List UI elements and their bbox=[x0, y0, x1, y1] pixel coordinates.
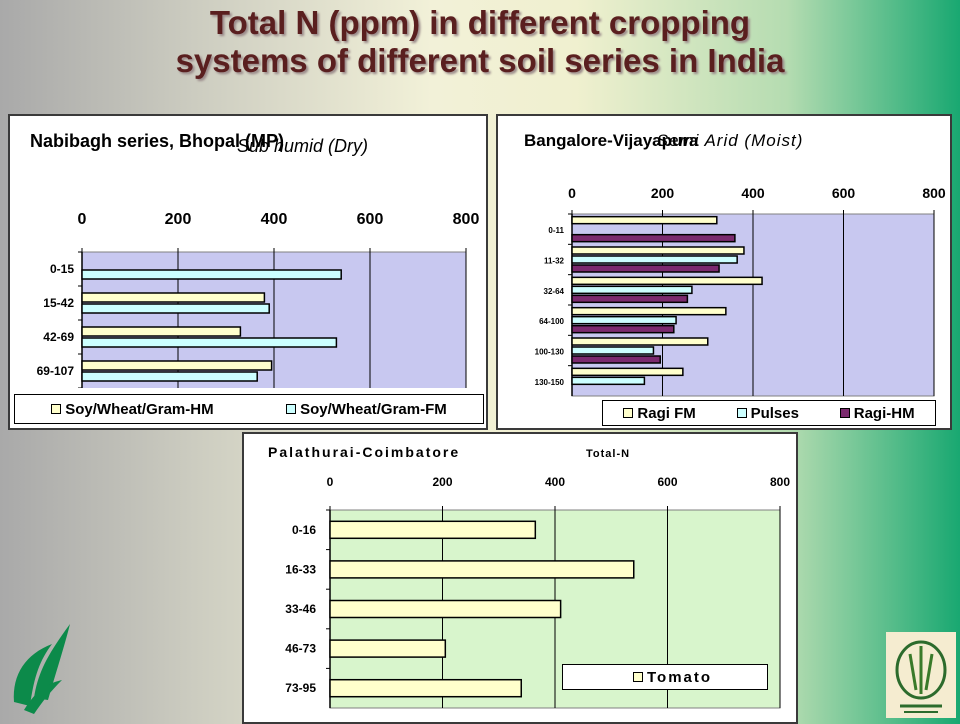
legend-label: Soy/Wheat/Gram-HM bbox=[65, 400, 214, 418]
bar bbox=[571, 346, 655, 355]
x-tick-label: 800 bbox=[453, 211, 480, 228]
x-tick-label: 0 bbox=[78, 211, 87, 228]
bar bbox=[81, 326, 242, 337]
bar bbox=[571, 306, 727, 316]
x-tick-label: 0 bbox=[568, 185, 576, 201]
y-tick-label: 0-11 bbox=[548, 226, 564, 235]
legend-item: Tomato bbox=[633, 669, 712, 686]
bar bbox=[571, 376, 646, 386]
bar bbox=[329, 560, 635, 579]
x-tick-label: 600 bbox=[357, 211, 384, 228]
bar bbox=[571, 294, 689, 304]
chart-svg: 0-11 11-32 32-64 64-100 100-130 130-150 0 200 40… bbox=[535, 185, 946, 397]
y-tick-label: 64-100 bbox=[539, 317, 564, 326]
x-tick-label: 400 bbox=[741, 185, 765, 201]
legend-item: Pulses bbox=[736, 404, 799, 422]
chart-title: Palathurai-Coimbatore bbox=[268, 444, 461, 460]
bar bbox=[81, 371, 258, 382]
wheat-logo-icon bbox=[13, 624, 70, 714]
bar bbox=[571, 215, 718, 225]
chart-legend: Soy/Wheat/Gram-HM Soy/Wheat/Gram-FM bbox=[14, 394, 484, 424]
chart-svg: 0-15 15-42 42-69 69-107 0 200 400 600 800 bbox=[37, 211, 480, 388]
legend-label: Tomato bbox=[647, 668, 713, 686]
y-tick-label: 33-46 bbox=[285, 602, 316, 616]
chart-panel-bhopal: Nabibagh series, Bhopal (MP) Sub humid (… bbox=[8, 114, 488, 430]
bar bbox=[81, 303, 270, 314]
bar bbox=[571, 367, 684, 377]
y-tick-label: 15-42 bbox=[43, 296, 74, 310]
bar bbox=[571, 264, 720, 273]
x-tick-label: 400 bbox=[545, 475, 565, 489]
legend-swatch bbox=[51, 404, 62, 414]
legend-swatch bbox=[736, 408, 747, 418]
chart-subtitle: Total-N bbox=[586, 448, 631, 460]
bar bbox=[329, 520, 537, 540]
x-tick-label: 0 bbox=[327, 475, 334, 489]
bar bbox=[571, 337, 709, 346]
x-tick-label: 400 bbox=[261, 211, 288, 228]
bar bbox=[571, 324, 675, 334]
y-tick-label: 100-130 bbox=[535, 348, 565, 357]
y-tick-label: 16-33 bbox=[285, 562, 316, 576]
y-tick-label: 42-69 bbox=[43, 330, 74, 344]
y-tick-label: 32-64 bbox=[544, 287, 565, 296]
legend-label: Pulses bbox=[750, 404, 799, 422]
legend-label: Soy/Wheat/Gram-FM bbox=[300, 400, 447, 418]
chart-subtitle: Semi Arid (Moist) bbox=[656, 131, 804, 150]
legend-swatch bbox=[633, 672, 643, 682]
bar bbox=[329, 639, 447, 658]
bar bbox=[571, 255, 738, 264]
legend-swatch bbox=[839, 408, 850, 418]
bar bbox=[571, 355, 661, 364]
plot-group: 0-11 11-32 32-64 64-100 100-130 130-150 bbox=[535, 213, 935, 397]
legend-item: Ragi FM bbox=[623, 404, 696, 422]
bar bbox=[81, 337, 338, 348]
x-tick-label: 600 bbox=[832, 185, 856, 201]
bar bbox=[571, 285, 693, 295]
legend-item: Soy/Wheat/Gram-HM bbox=[51, 400, 214, 418]
y-tick-label: 0-15 bbox=[50, 262, 74, 276]
slide-title: Total N (ppm) in different cropping syst… bbox=[0, 4, 960, 80]
y-tick-label: 46-73 bbox=[285, 642, 316, 656]
bar bbox=[571, 233, 736, 243]
legend-swatch bbox=[623, 408, 634, 418]
legend-label: Ragi-HM bbox=[853, 404, 915, 422]
legend-swatch bbox=[286, 404, 297, 414]
y-tick-label: 11-32 bbox=[544, 257, 565, 266]
x-tick-label: 200 bbox=[432, 475, 452, 489]
x-tick-label: 200 bbox=[651, 185, 675, 201]
x-tick-label: 800 bbox=[770, 475, 790, 489]
chart-legend: Ragi FM Pulses Ragi-HM bbox=[602, 400, 936, 426]
legend-label: Ragi FM bbox=[637, 404, 696, 422]
chart-subtitle: Sub humid (Dry) bbox=[236, 136, 368, 156]
x-tick-label: 600 bbox=[657, 475, 677, 489]
bar bbox=[571, 276, 763, 286]
bar bbox=[571, 246, 745, 255]
x-tick-label: 200 bbox=[165, 211, 192, 228]
slide-title-line2: systems of different soil series in Indi… bbox=[175, 42, 785, 79]
legend-item: Ragi-HM bbox=[839, 404, 915, 422]
chart-svg: 0-16 16-33 33-46 46-73 73-95 0 200 400 600 800 bbox=[285, 475, 790, 709]
bar bbox=[81, 269, 342, 280]
chart-panel-bangalore: Bangalore-Vijayapura Semi Arid (Moist) 0… bbox=[496, 114, 952, 430]
icar-logo-icon bbox=[886, 632, 956, 718]
slide-title-line1: Total N (ppm) in different cropping bbox=[209, 4, 751, 41]
x-tick-label: 800 bbox=[922, 185, 946, 201]
bar bbox=[571, 315, 677, 325]
plot-group: 0-16 16-33 33-46 46-73 73-95 bbox=[285, 509, 781, 709]
chart-legend: Tomato bbox=[562, 664, 768, 690]
y-tick-label: 0-16 bbox=[292, 523, 316, 537]
bar bbox=[81, 360, 273, 371]
chart-title: Nabibagh series, Bhopal (MP) bbox=[30, 131, 285, 151]
y-tick-label: 130-150 bbox=[535, 378, 565, 387]
y-tick-label: 69-107 bbox=[37, 364, 75, 378]
y-tick-label: 73-95 bbox=[285, 681, 316, 695]
bar bbox=[329, 678, 522, 698]
chart-title: Bangalore-Vijayapura bbox=[524, 131, 699, 150]
legend-item: Soy/Wheat/Gram-FM bbox=[286, 401, 447, 418]
chart-panel-coimbatore: Palathurai-Coimbatore Total-N 0-16 16-33 3… bbox=[242, 432, 798, 724]
plot-group: 0-15 15-42 42-69 69-107 bbox=[37, 251, 467, 388]
bar bbox=[329, 599, 562, 619]
bar bbox=[81, 292, 266, 303]
